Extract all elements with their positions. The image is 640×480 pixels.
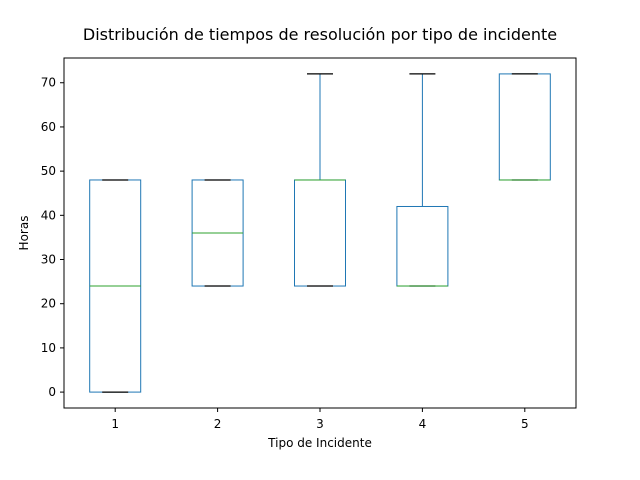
x-tick-label: 5 [521, 417, 529, 431]
box-iqr [294, 179, 346, 287]
box-category-4 [396, 73, 449, 287]
x-tick-label: 3 [316, 417, 324, 431]
box-iqr [396, 205, 449, 287]
y-tick-label: 60 [41, 120, 56, 134]
y-tick-label: 30 [41, 253, 56, 267]
box-category-1 [89, 179, 142, 393]
box-category-3 [294, 73, 346, 287]
box-iqr [498, 73, 551, 181]
y-tick-label: 10 [41, 341, 56, 355]
y-tick-label: 40 [41, 208, 56, 222]
x-tick-label: 1 [111, 417, 119, 431]
chart-title: Distribución de tiempos de resolución po… [83, 25, 557, 44]
y-tick-label: 0 [48, 385, 56, 399]
y-axis-label: Horas [17, 216, 31, 251]
plot-area [89, 73, 551, 393]
x-tick-label: 2 [214, 417, 222, 431]
x-tick-label: 4 [419, 417, 427, 431]
box-category-5 [498, 73, 551, 181]
y-tick-label: 50 [41, 164, 56, 178]
y-tick-label: 70 [41, 76, 56, 90]
y-tick-label: 20 [41, 297, 56, 311]
x-axis-label: Tipo de Incidente [267, 436, 372, 450]
box-category-2 [191, 179, 244, 287]
